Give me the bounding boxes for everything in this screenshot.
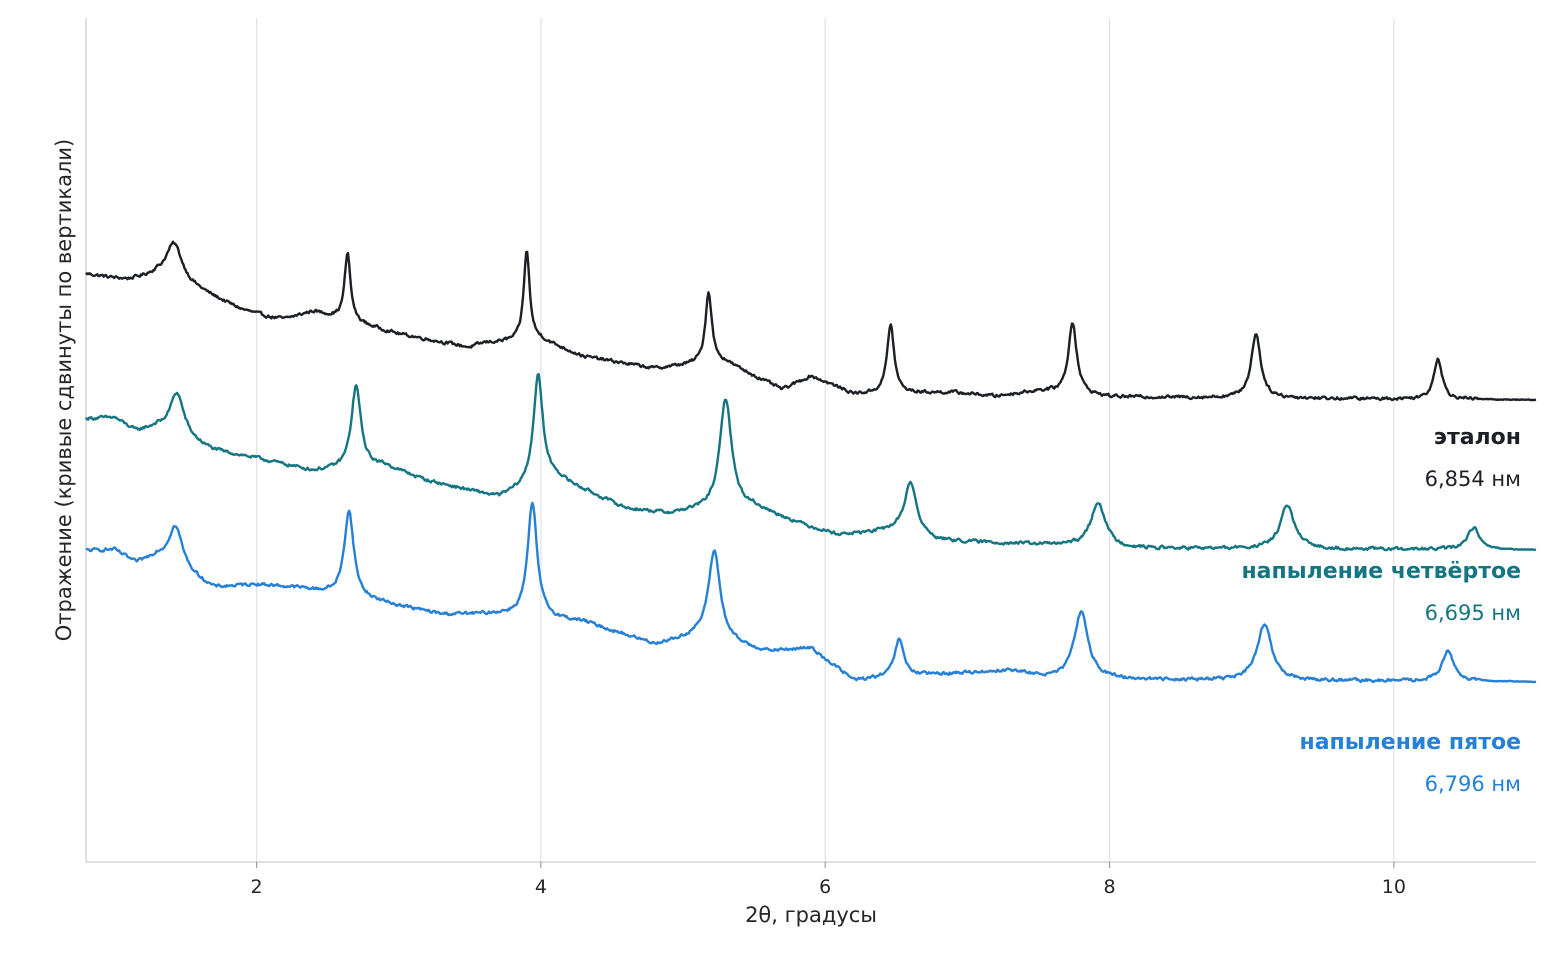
series-lines bbox=[84, 240, 1537, 684]
series-value-label: 6,796 нм bbox=[1425, 772, 1521, 796]
series-value-label: 6,695 нм bbox=[1425, 601, 1521, 625]
series-line bbox=[85, 240, 1537, 402]
x-tick-label: 4 bbox=[535, 876, 547, 898]
grid-lines bbox=[255, 18, 1395, 862]
x-tick-label: 6 bbox=[819, 876, 831, 898]
x-tick-label: 2 bbox=[251, 876, 263, 898]
x-tick-labels: 2 4 6 8 10 bbox=[251, 876, 1406, 898]
x-axis-label: 2θ, градусы bbox=[745, 903, 877, 927]
y-axis-label: Отражение (кривые сдвинуты по вертикали) bbox=[52, 139, 76, 642]
series-annotations: эталон 6,854 нм напыление четвёртое 6,695 н… bbox=[1241, 425, 1521, 796]
series-value-label: 6,854 нм bbox=[1425, 467, 1521, 491]
series-label: напыление пятое bbox=[1300, 730, 1521, 755]
x-tick-label: 8 bbox=[1103, 876, 1115, 898]
x-tick-label: 10 bbox=[1382, 876, 1406, 898]
series-label: напыление четвёртое bbox=[1241, 559, 1521, 584]
x-tick-marks bbox=[255, 862, 1395, 868]
series-label: эталон bbox=[1434, 425, 1521, 450]
series-line bbox=[84, 372, 1537, 552]
series-line bbox=[85, 501, 1537, 684]
